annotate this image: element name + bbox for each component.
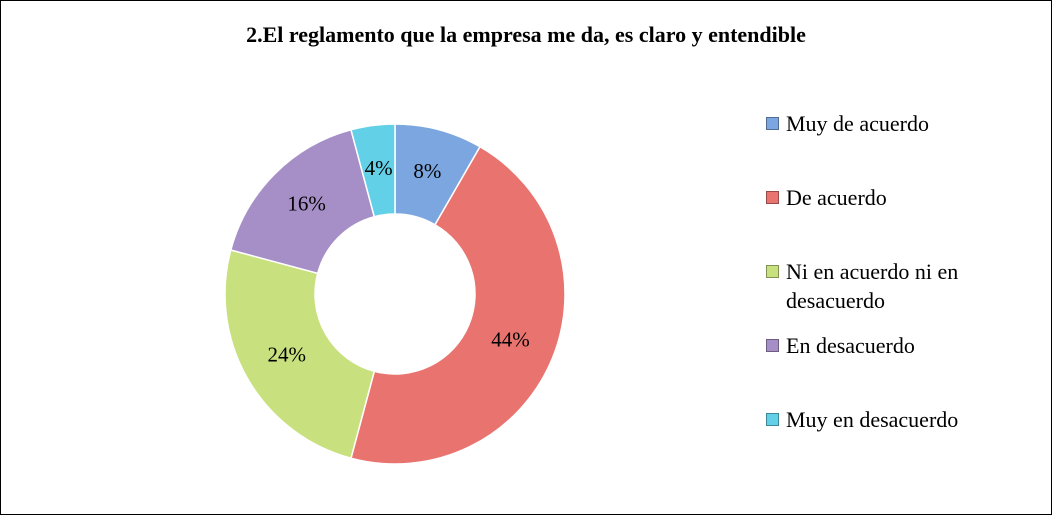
legend-entry: En desacuerdo <box>766 331 1036 405</box>
donut-slice <box>224 249 376 460</box>
legend-label: Muy en desacuerdo <box>786 407 959 432</box>
legend-entry: Muy de acuerdo <box>766 109 1036 183</box>
donut-slice <box>229 128 376 275</box>
data-label: 4% <box>365 156 393 180</box>
legend-swatch <box>766 265 779 278</box>
legend-label: Muy de acuerdo <box>786 111 929 136</box>
donut-slice <box>350 145 566 465</box>
data-label: 8% <box>413 159 441 183</box>
legend-label: De acuerdo <box>786 185 887 210</box>
legend-swatch <box>766 413 779 426</box>
legend: Muy de acuerdo De acuerdo Ni en acuerdo ni… <box>766 109 1036 479</box>
donut-slice <box>350 123 396 218</box>
legend-swatch <box>766 339 779 352</box>
data-label: 44% <box>491 328 530 352</box>
legend-label: Ni en acuerdo ni en desacuerdo <box>786 259 959 313</box>
legend-label: En desacuerdo <box>786 333 915 358</box>
chart-title: 2.El reglamento que la empresa me da, es… <box>246 22 806 47</box>
legend-swatch <box>766 117 779 130</box>
data-label: 16% <box>287 191 326 215</box>
legend-entry: Ni en acuerdo ni en desacuerdo <box>766 257 1036 331</box>
legend-swatch <box>766 191 779 204</box>
legend-entry: Muy en desacuerdo <box>766 405 1036 479</box>
data-label: 24% <box>267 342 306 366</box>
legend-entry: De acuerdo <box>766 183 1036 257</box>
